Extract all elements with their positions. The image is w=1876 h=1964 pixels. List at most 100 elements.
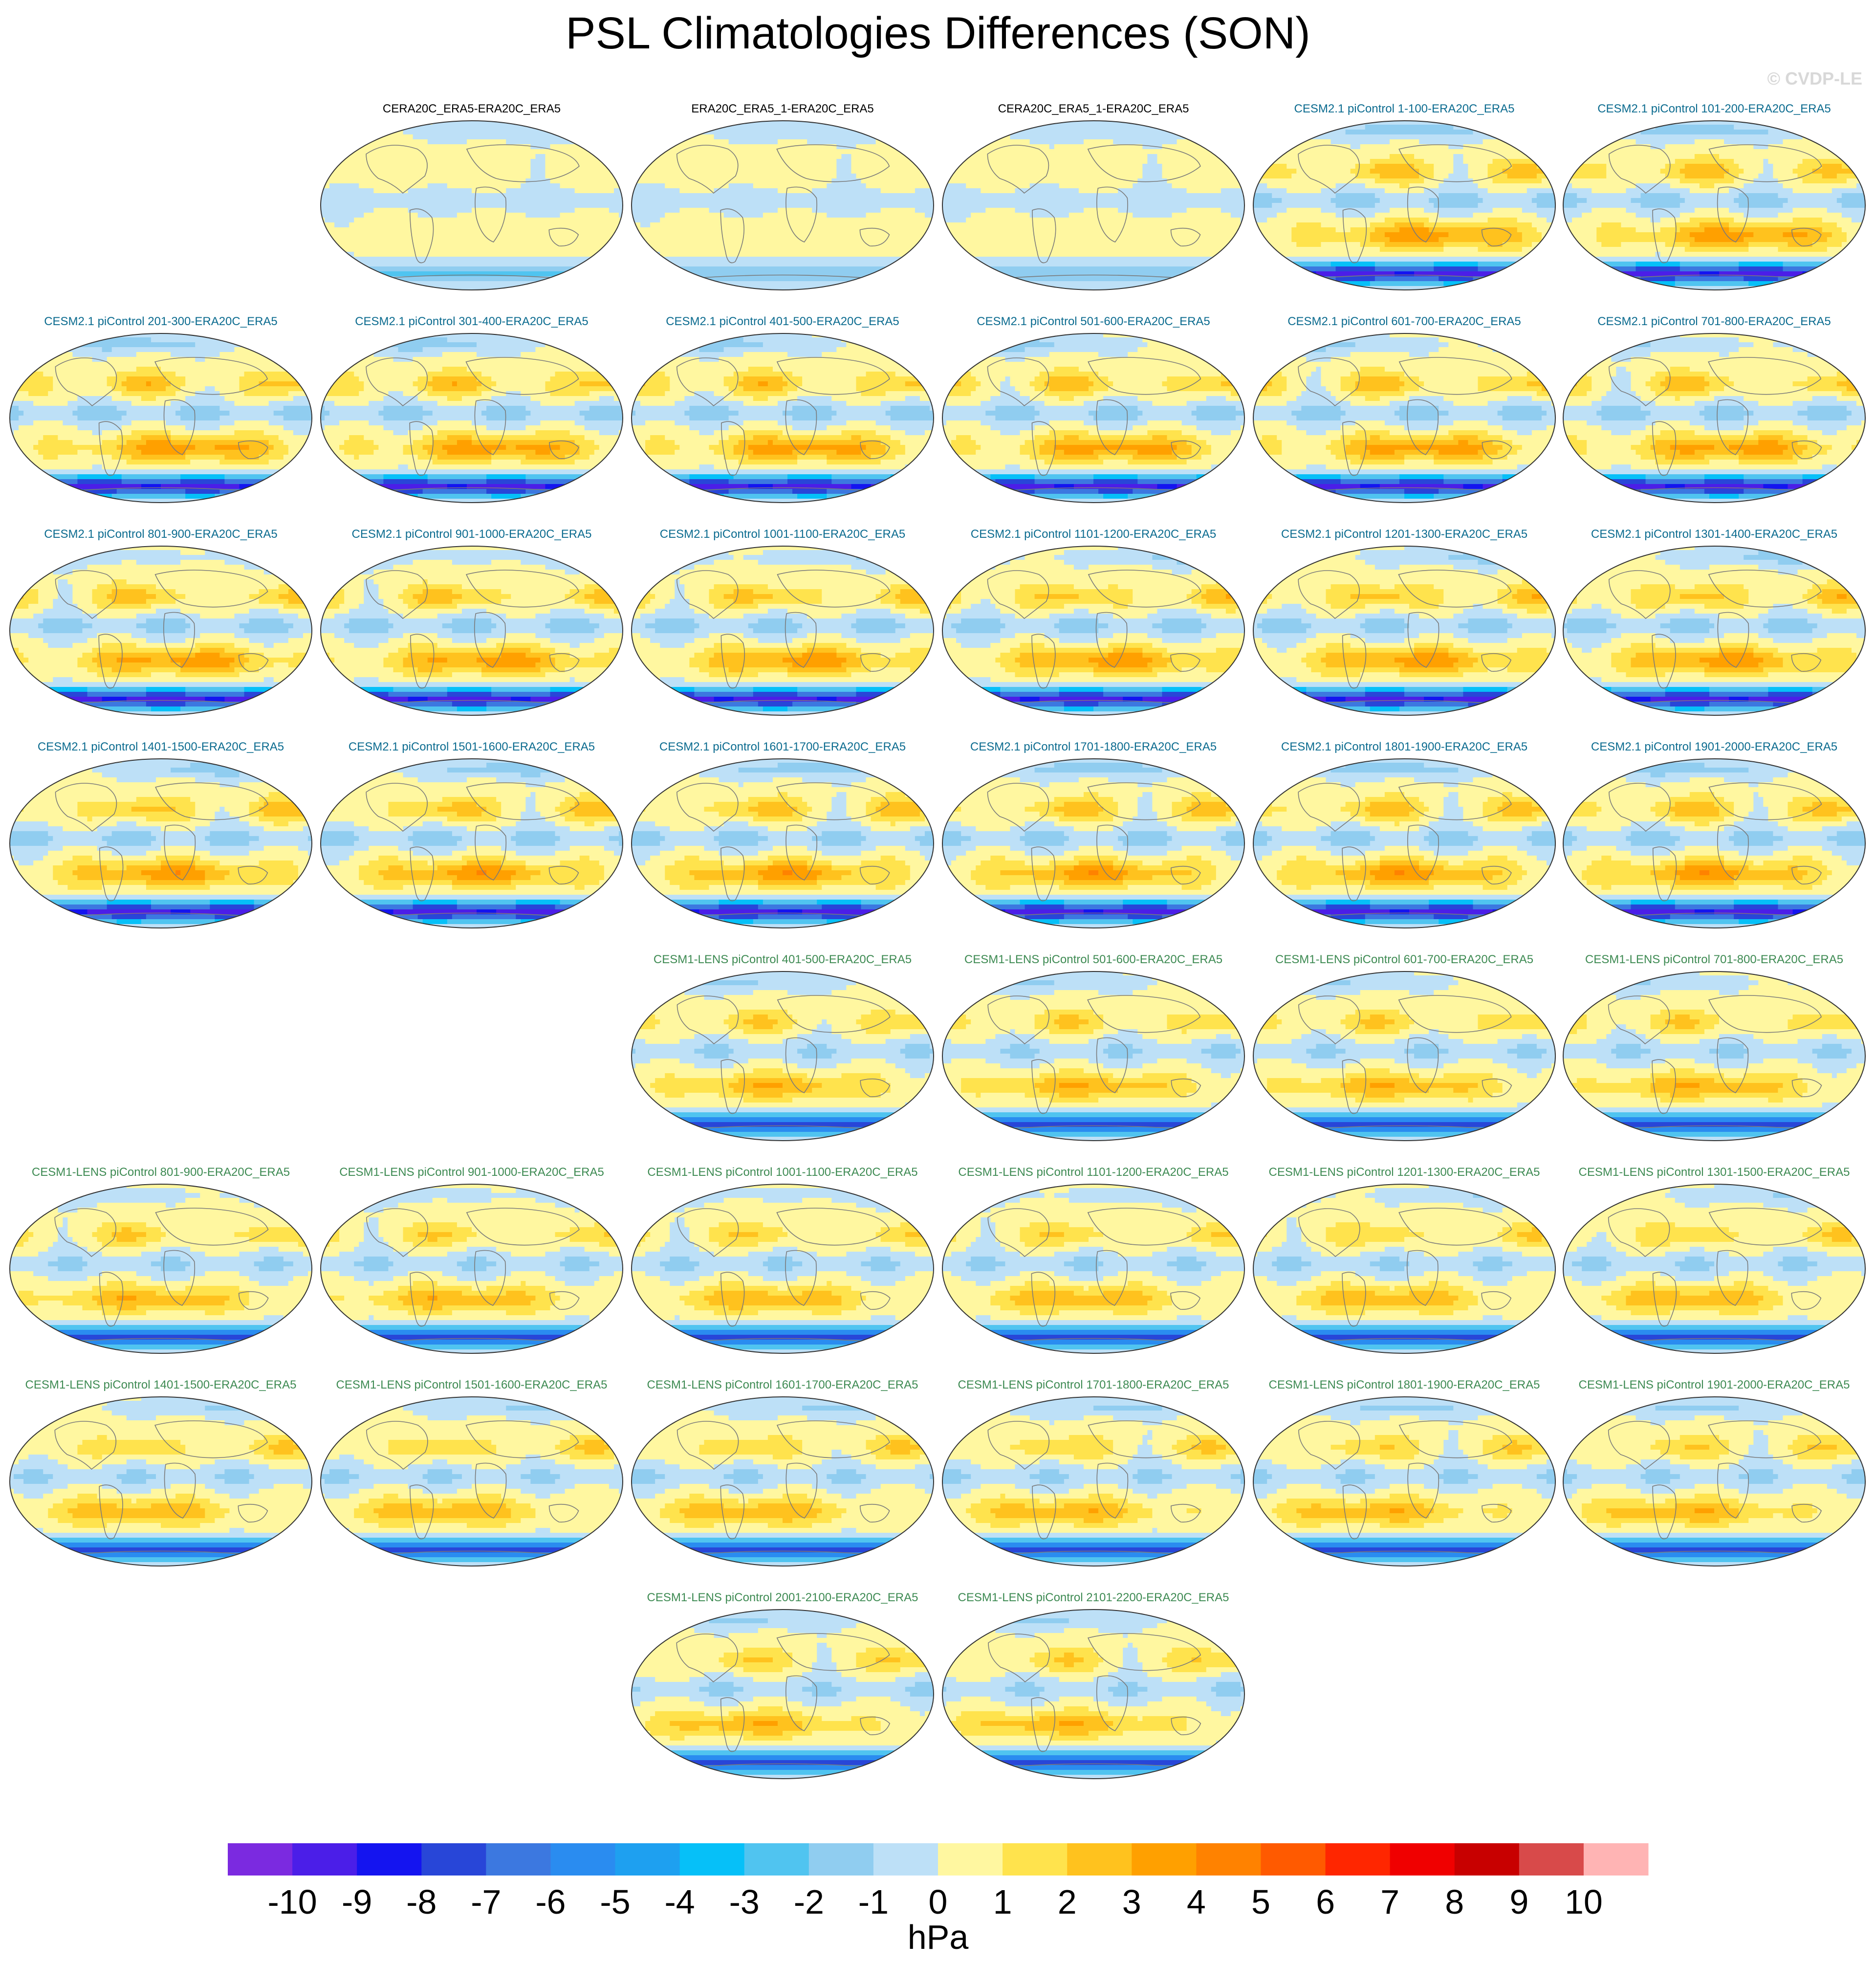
field-cell (704, 286, 709, 291)
field-cell (631, 174, 636, 179)
field-cell (812, 232, 817, 238)
field-cell (1226, 125, 1231, 130)
field-cell (861, 252, 867, 257)
field-cell (783, 232, 788, 238)
field-cell (817, 218, 822, 223)
field-cell (540, 164, 545, 169)
field-cell (555, 218, 561, 223)
field-cell (748, 227, 754, 233)
field-cell (344, 134, 349, 140)
field-cell (905, 169, 911, 174)
field-cell (378, 208, 384, 213)
field-cell (585, 286, 590, 291)
field-cell (491, 227, 497, 233)
field-cell (631, 266, 636, 272)
field-cell (797, 222, 803, 228)
field-cell (521, 262, 526, 267)
field-cell (981, 134, 986, 140)
field-cell (609, 120, 614, 125)
field-cell (329, 222, 335, 228)
field-cell (946, 120, 952, 125)
field-cell (812, 154, 817, 159)
field-cell (442, 139, 448, 145)
field-cell (995, 164, 1001, 169)
field-cell (1054, 120, 1060, 125)
field-cell (545, 266, 550, 272)
field-cell (778, 252, 783, 257)
field-cell (521, 159, 526, 164)
field-cell (378, 125, 384, 130)
field-cell (714, 218, 720, 223)
field-cell (851, 198, 856, 203)
field-cell (871, 222, 876, 228)
field-cell (851, 149, 856, 154)
field-cell (841, 174, 847, 179)
field-cell (467, 183, 472, 189)
field-cell (886, 183, 891, 189)
field-cell (408, 193, 414, 199)
field-cell (545, 213, 550, 218)
field-cell (398, 164, 404, 169)
field-cell (555, 183, 561, 189)
field-cell (822, 266, 827, 272)
field-cell (981, 139, 986, 145)
field-cell (442, 149, 448, 154)
field-cell (447, 139, 453, 145)
field-cell (344, 198, 349, 203)
field-cell (550, 262, 556, 267)
field-cell (462, 242, 467, 247)
field-cell (1137, 130, 1143, 135)
field-cell (462, 208, 467, 213)
field-cell (525, 183, 531, 189)
field-cell (861, 144, 867, 150)
field-cell (457, 237, 462, 243)
field-cell (393, 193, 398, 199)
field-cell (354, 262, 359, 267)
field-cell (900, 130, 906, 135)
field-cell (758, 130, 763, 135)
field-cell (491, 203, 497, 208)
field-cell (886, 281, 891, 287)
field-cell (704, 134, 709, 140)
field-cell (812, 188, 817, 194)
field-cell (325, 149, 330, 154)
field-cell (457, 276, 462, 282)
field-cell (575, 193, 580, 199)
field-cell (388, 169, 393, 174)
field-cell (530, 169, 536, 174)
field-cell (1182, 159, 1187, 164)
field-cell (665, 242, 670, 247)
field-cell (462, 266, 467, 272)
field-cell (1231, 154, 1236, 159)
field-cell (413, 286, 418, 291)
field-cell (925, 130, 930, 135)
field-cell (452, 276, 458, 282)
field-cell (866, 247, 872, 252)
field-cell (599, 276, 605, 282)
field-cell (748, 276, 754, 282)
field-cell (739, 188, 744, 194)
field-cell (719, 266, 724, 272)
field-cell (535, 159, 541, 164)
field-cell (599, 252, 605, 257)
field-cell (827, 198, 832, 203)
field-cell (675, 120, 680, 125)
field-cell (910, 159, 916, 164)
field-cell (491, 276, 497, 282)
field-cell (398, 237, 404, 243)
field-cell (506, 252, 511, 257)
field-cell (856, 247, 861, 252)
field-cell (565, 183, 570, 189)
field-cell (714, 174, 720, 179)
field-cell (734, 237, 739, 243)
field-cell (442, 232, 448, 238)
field-cell (491, 213, 497, 218)
field-cell (555, 164, 561, 169)
field-cell (689, 213, 695, 218)
field-cell (778, 213, 783, 218)
field-cell (778, 237, 783, 243)
field-cell (802, 208, 807, 213)
field-cell (895, 232, 901, 238)
field-cell (768, 188, 773, 194)
field-cell (1152, 134, 1157, 140)
